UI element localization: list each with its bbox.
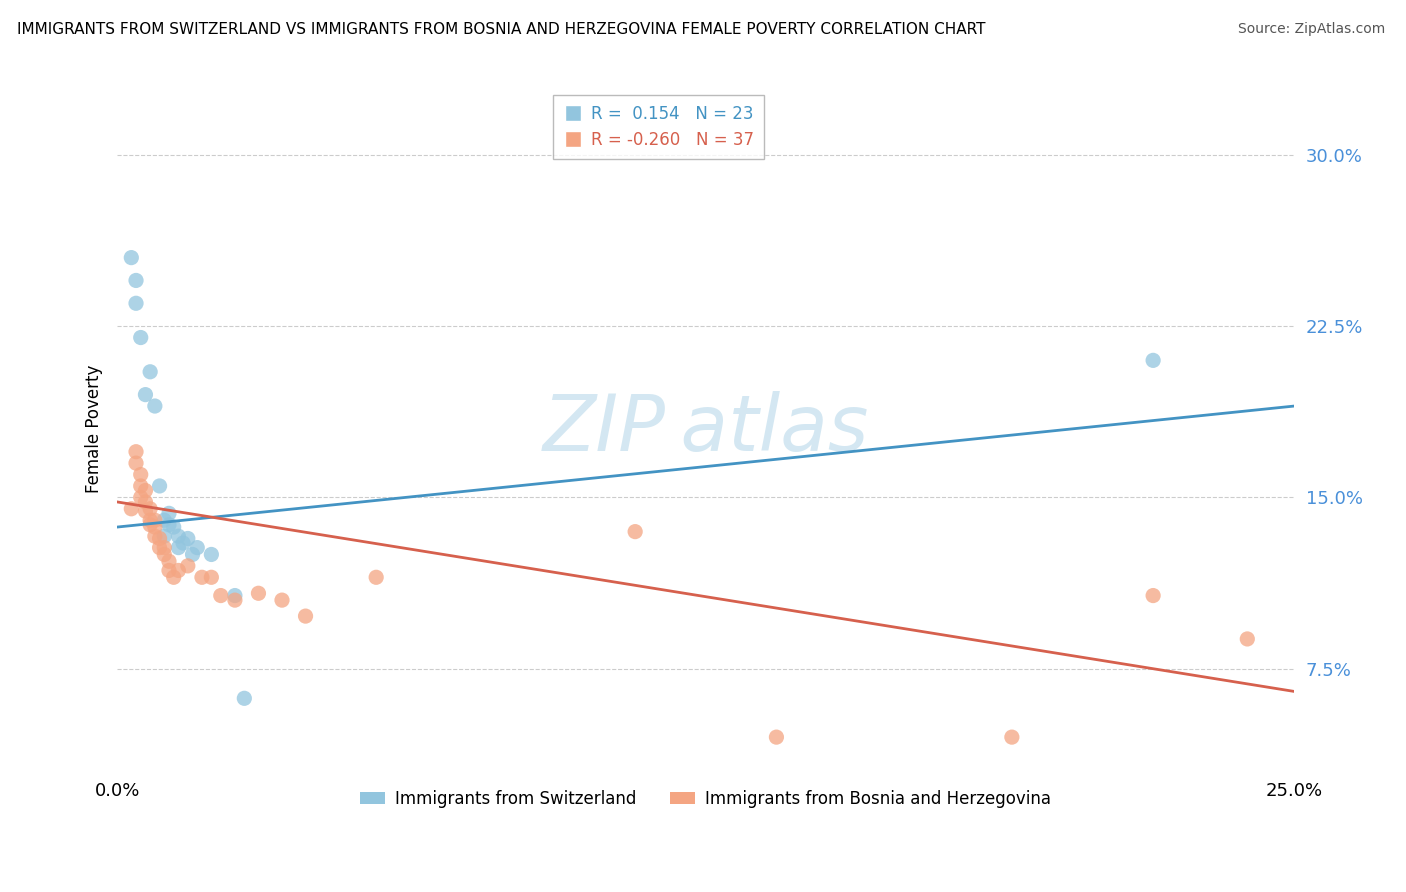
Point [134,495,156,509]
Point [181,548,204,562]
Point [247,586,270,600]
Point [177,558,200,573]
Point [148,532,170,546]
Point [139,365,162,379]
Point [153,541,176,555]
Point [200,548,222,562]
Point [143,513,166,527]
Point [1001,730,1024,744]
Point [139,517,162,532]
Point [125,456,148,470]
Point [167,529,190,543]
Point [186,541,208,555]
Text: Source: ZipAtlas.com: Source: ZipAtlas.com [1237,22,1385,37]
Point [134,387,156,401]
Point [167,564,190,578]
Point [148,479,170,493]
Point [167,541,190,555]
Point [129,479,152,493]
Point [177,532,200,546]
Point [134,504,156,518]
Point [765,730,787,744]
Point [233,691,256,706]
Point [129,491,152,505]
Point [294,609,316,624]
Point [209,589,232,603]
Point [224,593,246,607]
Legend: Immigrants from Switzerland, Immigrants from Bosnia and Herzegovina: Immigrants from Switzerland, Immigrants … [354,783,1057,814]
Text: IMMIGRANTS FROM SWITZERLAND VS IMMIGRANTS FROM BOSNIA AND HERZEGOVINA FEMALE POV: IMMIGRANTS FROM SWITZERLAND VS IMMIGRANT… [17,22,986,37]
Point [1236,632,1258,646]
Point [125,296,148,310]
Point [125,273,148,287]
Point [153,513,176,527]
Point [191,570,214,584]
Point [157,564,180,578]
Point [125,444,148,458]
Point [143,520,166,534]
Point [366,570,388,584]
Point [157,517,180,532]
Point [200,570,222,584]
Point [143,399,166,413]
Point [120,501,142,516]
Point [134,483,156,498]
Point [129,330,152,344]
Point [1142,353,1164,368]
Point [153,529,176,543]
Point [163,520,186,534]
Point [143,529,166,543]
Point [129,467,152,482]
Point [163,570,186,584]
Point [139,513,162,527]
Point [139,501,162,516]
Point [157,507,180,521]
Point [153,548,176,562]
Point [120,251,142,265]
Point [172,536,194,550]
Point [271,593,294,607]
Text: ZIP atlas: ZIP atlas [543,391,869,467]
Point [1142,589,1164,603]
Point [224,589,246,603]
Y-axis label: Female Poverty: Female Poverty [86,365,103,493]
Point [157,554,180,568]
Point [148,541,170,555]
Point [624,524,647,539]
